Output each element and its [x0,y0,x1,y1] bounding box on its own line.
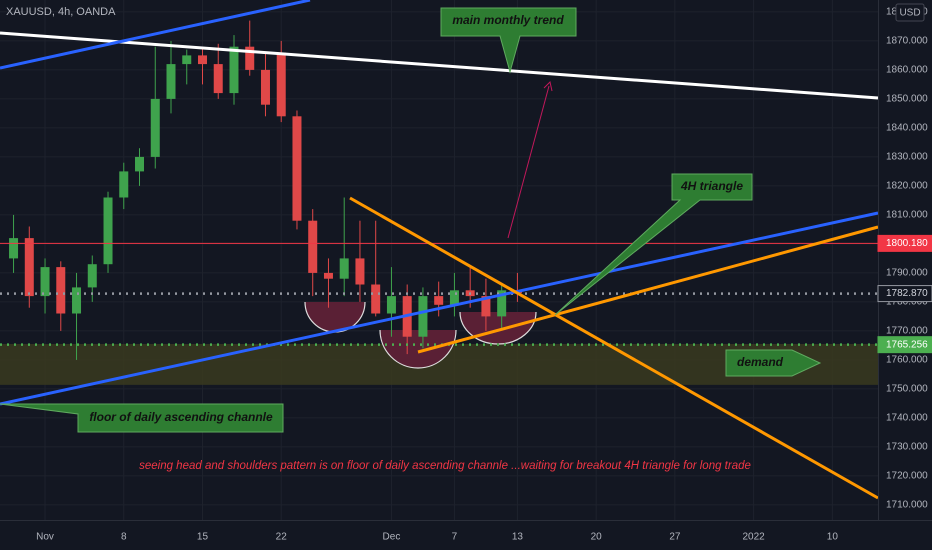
price-tag-label: 1800.180 [886,238,928,249]
candle-body [292,116,302,221]
drawings [0,0,879,500]
candle-body [135,156,145,172]
head [380,330,456,368]
arrow-head [543,81,553,92]
candle-body [40,267,50,297]
x-tick-label: 13 [512,532,524,543]
candle-body [371,284,381,314]
candle-body [276,52,286,117]
triangle-bottom [417,225,879,354]
y-tick-label: 1820.000 [886,181,928,192]
note: seeing head and shoulders pattern is on … [139,460,751,472]
grid [0,0,878,520]
y-tick-label: 1710.000 [886,500,928,511]
trend-line [0,31,879,100]
x-tick-label: 27 [669,532,681,543]
callout [440,7,577,74]
candle-body [434,296,444,305]
candle-body [481,296,491,317]
candle-body [56,267,66,314]
candle-body [87,264,97,288]
x-tick-label: 22 [276,532,288,543]
candle-body [119,171,129,198]
candle-body [103,197,113,265]
candle-body [497,290,507,317]
annotation: main monthly trend [452,13,564,27]
y-tick-label: 1830.000 [886,152,928,163]
x-tick-label: 7 [452,532,458,543]
triangle-top [349,196,879,500]
candle-body [355,258,365,285]
head-shoulders [304,301,537,369]
y-tick-label: 1750.000 [886,384,928,395]
x-tick-label: Nov [36,532,54,543]
y-tick-label: 1770.000 [886,326,928,337]
callout [725,349,822,377]
candle-body [197,55,207,65]
candle-body [339,258,349,279]
candle-body [245,46,255,70]
candle-body [150,98,160,157]
candle-body [260,69,270,105]
price-tag [877,285,932,303]
x-tick-label: 8 [121,532,127,543]
currency: USD [899,8,920,19]
candles [9,20,522,360]
y-tick-label: 1740.000 [886,413,928,424]
candle-body [418,296,428,337]
symbol: XAUUSD, 4h, OANDA [6,6,116,18]
left-shoulder [305,302,365,332]
candle-body [386,296,396,314]
candle-body [72,287,82,314]
price-tag-label: 1765.256 [886,339,928,350]
candle-body [308,220,318,273]
x-tick-label: 15 [197,532,209,543]
y-tick-label: 1870.000 [886,36,928,47]
price-tag [877,336,932,354]
candle-body [166,64,176,99]
annotation: demand [737,355,784,369]
candle-body [229,46,239,94]
callout [0,403,284,433]
callout [554,173,753,316]
y-tick-label: 1840.000 [886,123,928,134]
y-tick-label: 1730.000 [886,442,928,453]
candle-body [449,290,459,305]
y-tick-label: 1760.000 [886,355,928,366]
x-tick-label: 2022 [742,532,765,543]
channel-top [0,0,311,70]
annotation: 4H triangle [680,179,743,193]
candle-body [323,272,333,279]
y-tick-label: 1860.000 [886,65,928,76]
x-tick-label: 20 [591,532,603,543]
candle-body [213,64,223,94]
y-tick-label: 1790.000 [886,268,928,279]
x-tick-label: 10 [827,532,839,543]
y-tick-label: 1850.000 [886,94,928,105]
callouts: main monthly trend 4H triangle demand fl… [0,7,822,472]
y-tick-label: 1810.000 [886,210,928,221]
arrow [507,85,550,239]
candle-body [24,238,34,297]
price-tag [877,234,932,252]
arc [379,329,457,369]
currency-box [895,3,925,22]
y-tick-label: 1720.000 [886,471,928,482]
channel-floor [0,211,879,406]
x-tick-label: Dec [383,532,401,543]
price-tag-label: 1782.870 [886,288,928,299]
candle-body [9,238,19,259]
candle-body [182,55,192,65]
annotation: floor of daily ascending channle [89,410,273,424]
